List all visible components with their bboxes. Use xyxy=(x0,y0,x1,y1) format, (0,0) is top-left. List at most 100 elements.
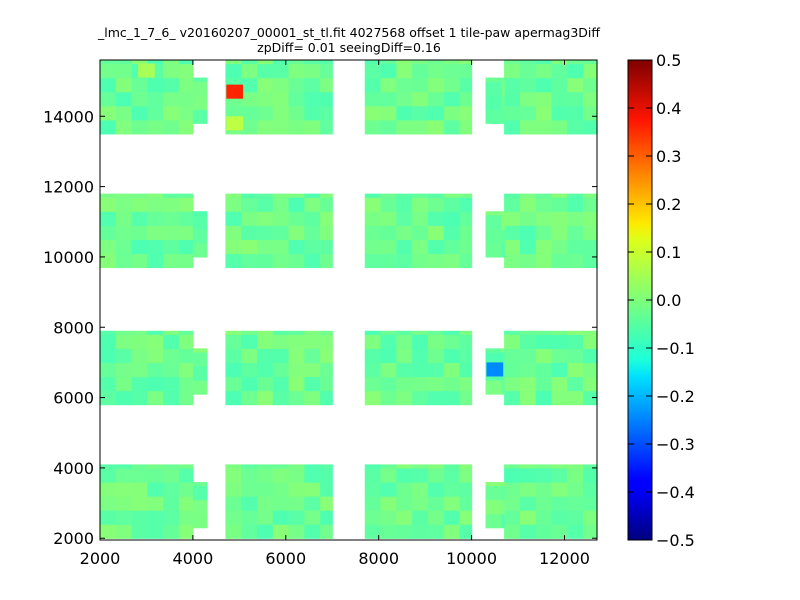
heatmap-cell xyxy=(272,105,290,121)
heatmap-cell xyxy=(225,63,242,79)
heatmap-cell xyxy=(100,211,117,226)
heatmap-cell xyxy=(192,499,208,515)
heatmap-cell xyxy=(504,348,521,364)
heatmap-cell xyxy=(257,496,274,511)
heatmap-cell xyxy=(225,376,242,392)
heatmap-cell xyxy=(257,91,274,107)
x-tick-label: 6000 xyxy=(265,549,306,568)
heatmap-cell xyxy=(551,510,568,525)
heatmap-cell xyxy=(241,467,258,483)
heatmap-cell xyxy=(163,77,180,93)
heatmap-cell xyxy=(485,77,502,82)
heatmap-cell xyxy=(485,380,502,395)
heatmap-cell xyxy=(147,119,164,135)
heatmap-cell xyxy=(583,211,598,226)
heatmap-cell xyxy=(443,362,461,378)
heatmap-cell xyxy=(272,467,290,483)
heatmap-cell xyxy=(304,464,321,469)
heatmap-cell xyxy=(178,119,194,135)
heatmap-cell xyxy=(178,253,194,269)
heatmap-cell xyxy=(501,109,505,124)
heatmap-cell xyxy=(225,496,242,511)
heatmap-cell xyxy=(147,496,164,511)
heatmap-cell xyxy=(192,513,208,529)
heatmap-cell xyxy=(100,464,117,469)
heatmap-cell xyxy=(147,60,164,65)
heatmap-cell xyxy=(519,390,537,406)
heatmap-cell xyxy=(459,334,473,349)
heatmap-cell xyxy=(519,376,537,392)
heatmap-cell xyxy=(583,481,598,497)
heatmap-cell xyxy=(583,239,598,255)
heatmap-cell xyxy=(320,362,333,378)
heatmap-cell xyxy=(504,496,521,511)
heatmap-cell xyxy=(501,77,505,82)
heatmap-cell xyxy=(567,77,584,93)
heatmap-cell xyxy=(567,481,584,497)
heatmap-cell xyxy=(225,390,242,406)
heatmap-cell xyxy=(163,348,180,364)
heatmap-cell xyxy=(443,197,461,212)
heatmap-outlier-cell xyxy=(226,84,244,99)
heatmap-cell xyxy=(567,239,584,255)
heatmap-cell xyxy=(320,348,333,364)
heatmap-cell xyxy=(583,510,598,525)
heatmap-cell xyxy=(288,362,305,378)
heatmap-cell xyxy=(504,193,521,198)
heatmap-cell xyxy=(163,390,180,406)
heatmap-cell xyxy=(396,496,413,511)
heatmap-cell xyxy=(551,225,568,240)
heatmap-cell xyxy=(504,119,521,135)
heatmap-cell xyxy=(459,496,473,511)
heatmap-cell xyxy=(241,91,258,107)
heatmap-cell xyxy=(304,362,321,378)
heatmap-cell xyxy=(519,334,537,349)
heatmap-cell xyxy=(100,481,117,497)
heatmap-cell xyxy=(583,464,598,469)
heatmap-cell xyxy=(485,95,502,110)
heatmap-cell xyxy=(163,63,180,79)
heatmap-cell xyxy=(147,376,164,392)
heatmap-cell xyxy=(504,77,521,93)
heatmap-cell xyxy=(288,464,305,469)
heatmap-cell xyxy=(192,109,208,124)
heatmap-cell xyxy=(583,91,598,107)
heatmap-cell xyxy=(272,225,290,240)
heatmap-cell xyxy=(535,211,553,226)
heatmap-cell xyxy=(567,63,584,79)
heatmap-cell xyxy=(567,105,584,121)
heatmap-cell xyxy=(163,334,180,349)
heatmap-cell xyxy=(427,330,445,335)
heatmap-cell xyxy=(364,91,382,107)
heatmap-cell xyxy=(304,496,321,511)
heatmap-cell xyxy=(147,510,164,525)
heatmap-cell xyxy=(178,225,194,240)
heatmap-cell xyxy=(192,214,208,230)
heatmap-cell xyxy=(583,253,598,269)
heatmap-cell xyxy=(163,197,180,212)
heatmap-cell xyxy=(225,348,242,364)
heatmap-cell xyxy=(163,211,180,226)
heatmap-cell xyxy=(380,376,397,392)
heatmap-cell xyxy=(131,348,148,364)
heatmap-cell xyxy=(272,334,290,349)
heatmap-cell xyxy=(288,211,305,226)
heatmap-cell xyxy=(459,348,473,364)
heatmap-cell xyxy=(519,510,537,525)
heatmap-cell xyxy=(485,485,502,501)
heatmap-cell xyxy=(178,197,194,212)
heatmap-cell xyxy=(504,481,521,497)
heatmap-cell xyxy=(288,60,305,65)
heatmap-cell xyxy=(178,524,194,539)
heatmap-cell xyxy=(241,253,258,269)
heatmap-cell xyxy=(163,376,180,392)
heatmap-cell xyxy=(288,197,305,212)
heatmap-cell xyxy=(380,77,397,93)
heatmap-cell xyxy=(304,239,321,255)
heatmap-cell xyxy=(272,91,290,107)
heatmap-cell xyxy=(485,499,502,515)
heatmap-cell xyxy=(459,193,473,198)
heatmap-cells xyxy=(100,60,598,539)
heatmap-cell xyxy=(272,376,290,392)
